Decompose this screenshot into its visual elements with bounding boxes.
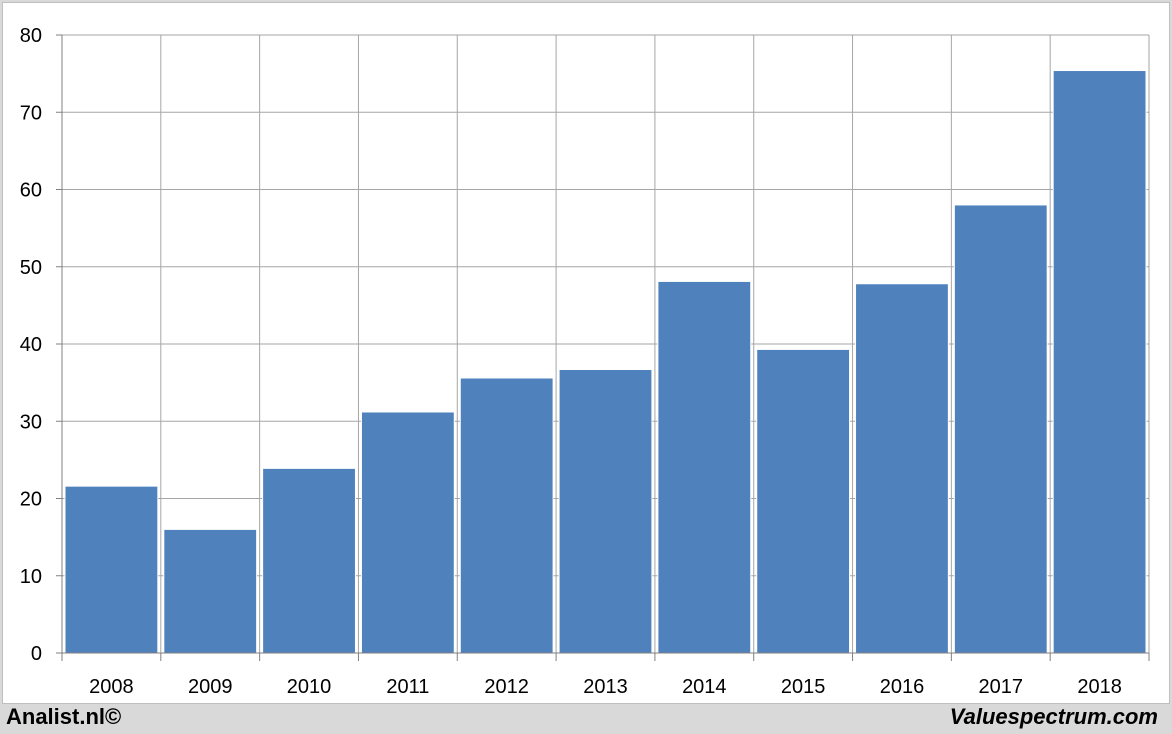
x-tick-label: 2017 xyxy=(979,676,1024,698)
label-layer: 0 10 20 30 40 50 60 70 80 2008 2009 2010 2011 2012 201… xyxy=(20,25,1122,698)
x-tick-label: 2015 xyxy=(781,676,826,698)
bar-2012 xyxy=(459,377,554,654)
x-tick-label: 2016 xyxy=(880,676,925,698)
axis-layer xyxy=(56,34,1150,661)
x-tick-label: 2011 xyxy=(386,676,429,698)
x-tick-label: 2014 xyxy=(682,676,727,698)
x-tick-label: 2009 xyxy=(188,676,233,698)
bar-2011 xyxy=(360,411,455,654)
x-tick-label: 2013 xyxy=(583,676,628,698)
y-tick-label: 30 xyxy=(20,411,42,433)
y-tick-label: 80 xyxy=(20,25,42,47)
source-credit-left: Analist.nl© xyxy=(6,704,122,729)
y-tick-label: 60 xyxy=(20,180,42,202)
bar-2014 xyxy=(657,280,752,654)
bar-2009 xyxy=(163,528,258,654)
source-credit-right: Valuespectrum.com xyxy=(949,704,1158,729)
bar-2017 xyxy=(953,204,1048,654)
bar-2016 xyxy=(855,283,949,654)
chart-frame: 0 10 20 30 40 50 60 70 80 2008 2009 2010 2011 2012 201… xyxy=(2,2,1170,704)
x-tick-label: 2010 xyxy=(287,676,332,698)
x-tick-label: 2012 xyxy=(484,676,529,698)
bar-2010 xyxy=(262,467,356,654)
bar-chart: 0 10 20 30 40 50 60 70 80 2008 2009 2010 2011 2012 201… xyxy=(20,25,1150,698)
bar-2013 xyxy=(558,368,653,654)
x-tick-label: 2018 xyxy=(1077,676,1122,698)
y-tick-label: 40 xyxy=(20,334,42,356)
x-tick-label: 2008 xyxy=(89,676,134,698)
y-tick-label: 10 xyxy=(20,566,42,588)
grid-layer xyxy=(61,34,1150,654)
y-tick-label: 70 xyxy=(20,102,42,124)
y-tick-label: 20 xyxy=(20,489,42,511)
y-tick-label: 0 xyxy=(31,643,42,665)
bar-2008 xyxy=(64,485,159,654)
y-tick-label: 50 xyxy=(20,257,42,279)
bar-layer xyxy=(64,70,1147,654)
bar-2018 xyxy=(1052,70,1147,654)
bar-2015 xyxy=(756,348,851,654)
